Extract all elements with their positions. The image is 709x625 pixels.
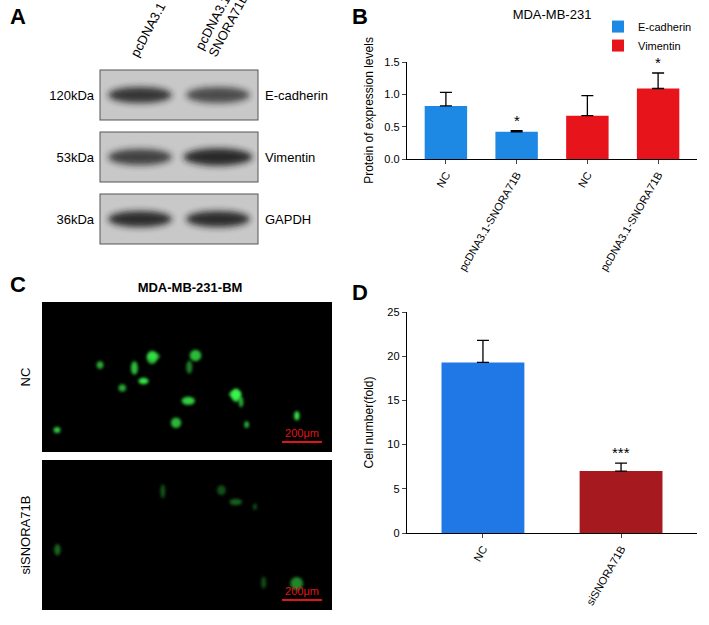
- svg-text:200μm: 200μm: [285, 427, 319, 439]
- svg-text:10: 10: [387, 438, 399, 450]
- svg-text:NC: NC: [471, 544, 489, 564]
- svg-text:36kDa: 36kDa: [56, 212, 94, 227]
- svg-text:siSNORA71B: siSNORA71B: [18, 496, 33, 575]
- svg-text:15: 15: [387, 394, 399, 406]
- svg-text:5: 5: [393, 483, 399, 495]
- svg-text:NC: NC: [576, 170, 594, 190]
- svg-text:0.0: 0.0: [384, 153, 399, 165]
- html-text:D: D: [352, 280, 368, 305]
- svg-text:pcDNA3.1: pcDNA3.1: [127, 0, 168, 59]
- svg-text:siSNORA71B: siSNORA71B: [584, 544, 628, 608]
- svg-text:NC: NC: [434, 170, 452, 190]
- svg-text:NC: NC: [18, 368, 33, 387]
- svg-text:pcDNA3.1-SNORA71B: pcDNA3.1-SNORA71B: [598, 170, 665, 273]
- svg-text:Vimentin: Vimentin: [265, 150, 315, 165]
- svg-text:MDA-MB-231-BM: MDA-MB-231-BM: [138, 280, 243, 295]
- svg-text:0.5: 0.5: [384, 121, 399, 133]
- svg-text:pcDNA3.1-SNORA71B: pcDNA3.1-SNORA71B: [456, 170, 523, 273]
- svg-text:0: 0: [393, 527, 399, 539]
- svg-text:SNORA71B: SNORA71B: [205, 0, 251, 59]
- svg-text:*: *: [655, 54, 661, 71]
- svg-text:53kDa: 53kDa: [56, 150, 94, 165]
- html-text:B: B: [352, 4, 368, 29]
- svg-text:Protein of expression levels: Protein of expression levels: [362, 37, 376, 184]
- svg-text:120kDa: 120kDa: [49, 88, 95, 103]
- svg-text:E-cadherin: E-cadherin: [265, 88, 328, 103]
- html-text:C: C: [10, 272, 26, 297]
- svg-text:Cell number(fold): Cell number(fold): [362, 376, 376, 468]
- svg-text:25: 25: [387, 306, 399, 318]
- html-text:A: A: [10, 4, 26, 29]
- svg-text:1.0: 1.0: [384, 88, 399, 100]
- svg-text:E-cadherin: E-cadherin: [638, 21, 691, 33]
- svg-text:GAPDH: GAPDH: [265, 212, 311, 227]
- svg-text:*: *: [514, 112, 520, 129]
- svg-text:1.5: 1.5: [384, 56, 399, 68]
- svg-text:MDA-MB-231: MDA-MB-231: [513, 7, 592, 22]
- svg-text:20: 20: [387, 350, 399, 362]
- svg-text:200μm: 200μm: [285, 585, 319, 597]
- svg-text:Vimentin: Vimentin: [638, 40, 681, 52]
- svg-text:***: ***: [612, 444, 630, 461]
